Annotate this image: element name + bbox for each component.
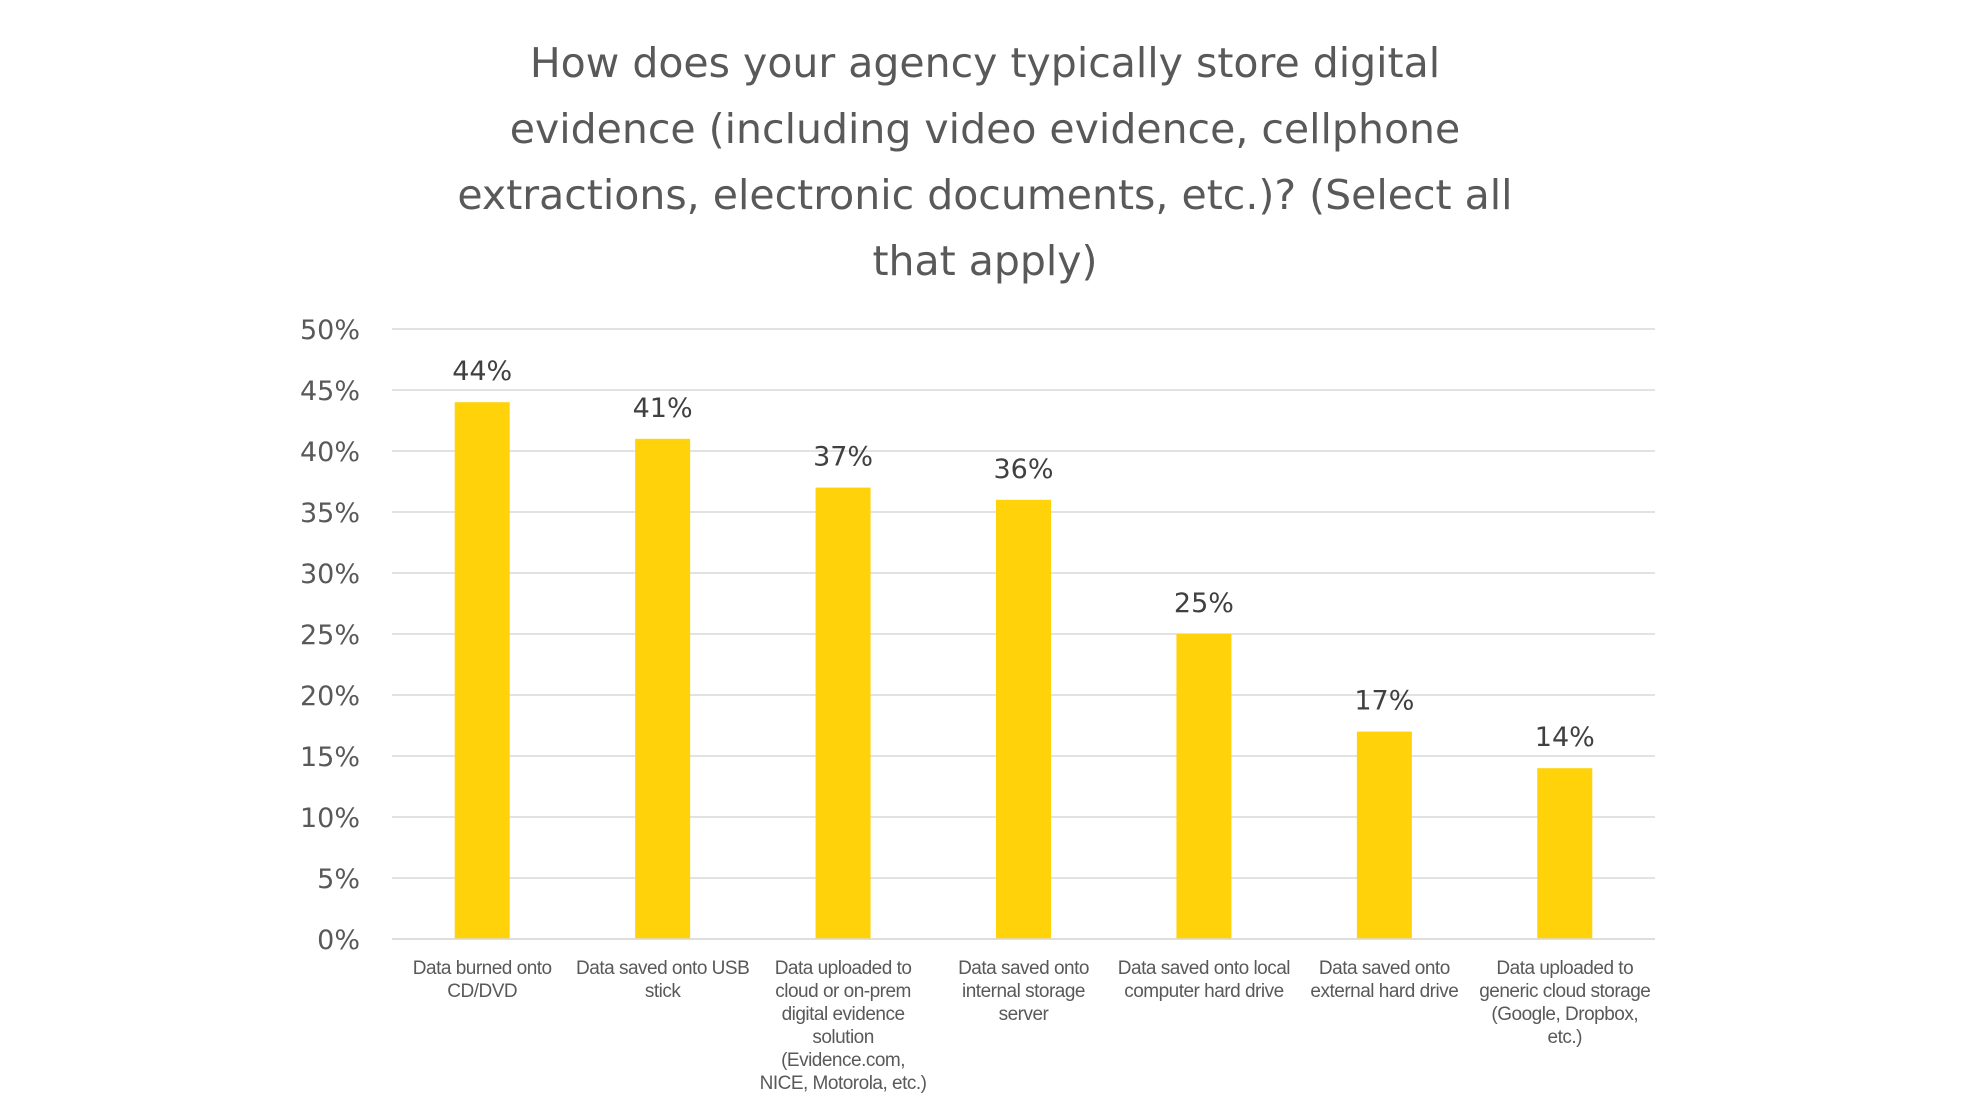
x-category-label: Data burned onto CD/DVD <box>412 958 552 1002</box>
chart-title: How does your agency typically store dig… <box>457 39 1513 285</box>
x-category-label: Data uploaded to cloud or on-prem digita… <box>759 958 927 1094</box>
data-label: 14% <box>1535 722 1595 753</box>
bar <box>1356 731 1412 939</box>
y-tick-label: 30% <box>300 559 360 590</box>
bar <box>1537 768 1593 939</box>
bar <box>1176 634 1232 939</box>
bar <box>635 438 691 939</box>
y-tick-label: 25% <box>300 620 360 651</box>
bar <box>815 487 871 939</box>
data-label: 44% <box>452 356 512 387</box>
y-tick-label: 45% <box>300 376 360 407</box>
x-category-label: Data saved onto local computer hard driv… <box>1117 958 1291 1002</box>
bar <box>454 402 510 939</box>
data-label: 41% <box>633 393 693 424</box>
y-tick-label: 50% <box>300 315 360 346</box>
y-tick-label: 40% <box>300 437 360 468</box>
x-category-label: Data uploaded to generic cloud storage (… <box>1479 958 1651 1048</box>
data-label: 17% <box>1354 686 1414 717</box>
data-label: 25% <box>1174 588 1234 619</box>
y-tick-label: 20% <box>300 681 360 712</box>
y-tick-label: 15% <box>300 742 360 773</box>
y-tick-label: 10% <box>300 803 360 834</box>
data-label: 37% <box>813 442 873 473</box>
x-category-label: Data saved onto external hard drive <box>1310 958 1459 1002</box>
x-category-label: Data saved onto USB stick <box>576 958 750 1002</box>
x-category-label: Data saved onto internal storage server <box>958 958 1089 1025</box>
y-tick-label: 5% <box>317 864 360 895</box>
y-tick-label: 0% <box>317 925 360 956</box>
y-tick-label: 35% <box>300 498 360 529</box>
bar <box>996 499 1051 939</box>
data-label: 36% <box>993 454 1053 485</box>
